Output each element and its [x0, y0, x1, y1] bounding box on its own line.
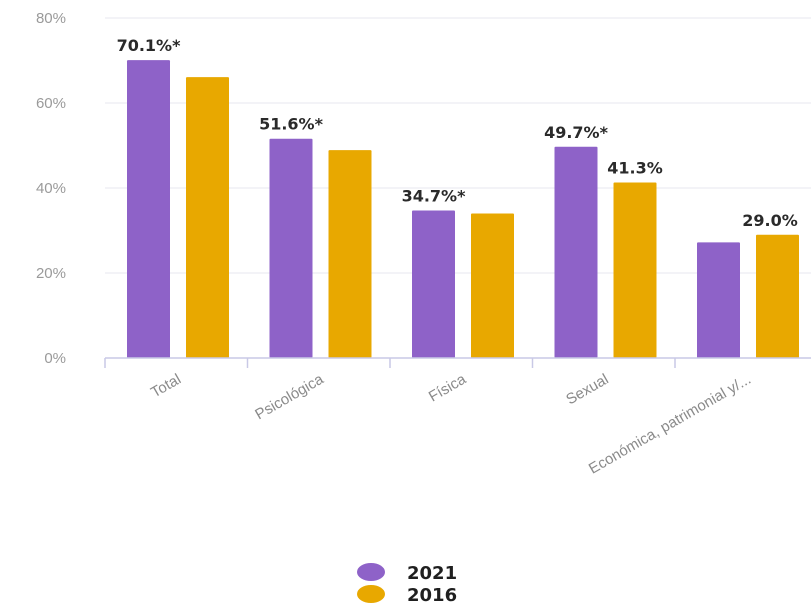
data-labels: 70.1%* 51.6%* 34.7%* 49.7%* 41.3% 29.0% [117, 36, 798, 230]
data-label: 49.7%* [544, 123, 609, 142]
bar-2016-3[interactable] [471, 213, 514, 359]
bar-2016-1[interactable] [186, 77, 229, 358]
y-tick-label: 60% [36, 95, 66, 112]
legend-label[interactable]: 2021 [407, 563, 457, 584]
data-label: 70.1%* [117, 36, 182, 55]
x-tick-label: Total [148, 371, 184, 402]
x-tick-label: Económica, patrimonial y/... [586, 371, 754, 478]
bar-2016-4[interactable] [613, 182, 657, 358]
y-tick-label: 40% [36, 180, 66, 197]
x-tick-label: Psicológica [252, 370, 327, 423]
legend-label[interactable]: 2016 [407, 585, 457, 604]
y-axis: 0% 20% 40% 60% 80% [36, 10, 66, 367]
data-label: 34.7%* [402, 187, 467, 206]
legend-marker-2016[interactable] [357, 585, 385, 603]
y-tick-label: 80% [36, 10, 66, 27]
bar-2021-5[interactable] [697, 242, 740, 358]
data-label: 51.6%* [259, 115, 324, 134]
bar-2021-2[interactable] [269, 138, 313, 358]
y-tick-label: 20% [36, 265, 66, 282]
y-tick-label: 0% [44, 350, 66, 367]
bars [127, 60, 799, 358]
x-tick-label: Física [426, 370, 470, 405]
data-label: 29.0% [742, 211, 798, 230]
bar-2021-1[interactable] [127, 60, 170, 358]
bar-2016-5[interactable] [756, 234, 799, 358]
bar-2021-3[interactable] [412, 210, 455, 358]
x-tick-label: Sexual [563, 371, 611, 409]
data-label: 41.3% [607, 158, 663, 177]
bar-2016-2[interactable] [328, 150, 372, 358]
bar-2021-4[interactable] [554, 146, 598, 358]
legend-marker-2021[interactable] [357, 563, 385, 581]
